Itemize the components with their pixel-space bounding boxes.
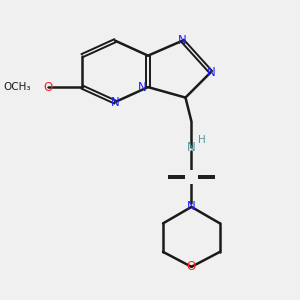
Bar bbox=[155, 171, 167, 183]
Text: O: O bbox=[43, 81, 52, 94]
Text: O: O bbox=[187, 260, 196, 273]
Text: H: H bbox=[198, 134, 206, 145]
Text: OCH₃: OCH₃ bbox=[4, 82, 31, 92]
Text: N: N bbox=[187, 140, 196, 154]
Text: N: N bbox=[178, 34, 187, 47]
Text: O: O bbox=[157, 170, 166, 184]
Text: N: N bbox=[187, 200, 196, 213]
Text: N: N bbox=[207, 66, 215, 79]
Text: S: S bbox=[187, 170, 196, 184]
Text: O: O bbox=[217, 170, 226, 184]
Bar bbox=[215, 171, 227, 183]
Text: N: N bbox=[138, 81, 147, 94]
Bar bbox=[185, 170, 198, 184]
Text: N: N bbox=[111, 96, 119, 109]
